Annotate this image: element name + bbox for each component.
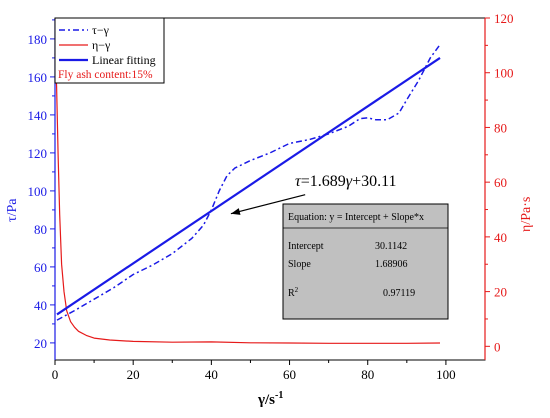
legend-label-linear-fit: Linear fitting (92, 53, 156, 67)
stats-r2-sup: 2 (295, 286, 299, 294)
right-axis-title-dot: · (519, 202, 534, 207)
series-tau-gamma-line (56, 44, 441, 321)
legend-label-eta-gamma: η−γ (92, 38, 111, 52)
x-tick-label: 80 (361, 367, 374, 382)
annotation-tau: τ (295, 173, 302, 190)
x-tick-label: 100 (436, 367, 456, 382)
left-tick-label: 40 (34, 298, 47, 313)
x-axis-title-sup: -1 (275, 390, 283, 401)
x-tick-label: 60 (283, 367, 296, 382)
x-axis-ticks: 0 20 40 60 80 100 (52, 360, 456, 382)
annotation-gamma: γ (346, 173, 353, 190)
left-tick-label: 120 (28, 146, 48, 161)
right-tick-label: 40 (494, 230, 507, 245)
stats-slope-label: Slope (288, 259, 311, 270)
right-axis-title-s: s (519, 197, 534, 202)
annotation-arrow (230, 194, 306, 215)
annotation-equation: τ=1.689γ+30.11 (295, 173, 397, 190)
left-tick-label: 160 (28, 70, 48, 85)
legend-label-tau-gamma: τ−γ (92, 23, 110, 37)
x-tick-label: 0 (52, 367, 59, 382)
right-axis-title: η/Pa·s (519, 197, 534, 232)
x-axis-title-main: γ/s (257, 392, 275, 408)
annotation-suffix: +30.11 (352, 173, 396, 190)
x-axis-title: γ/s-1 (257, 390, 283, 408)
series-linear-fit-line (56, 56, 441, 316)
annotation-eq: =1.689 (301, 173, 346, 190)
right-tick-label: 100 (494, 66, 514, 81)
left-tick-label: 100 (28, 184, 48, 199)
left-tick-label: 20 (34, 336, 47, 351)
series-layer (54, 44, 441, 344)
stats-r2-main: R (288, 288, 295, 299)
regression-stats-box: Equation: y = Intercept + Slope*x Interc… (282, 203, 449, 320)
left-tick-label: 140 (28, 108, 48, 123)
stats-slope-value: 1.68906 (375, 259, 408, 270)
right-tick-label: 20 (494, 285, 507, 300)
right-tick-label: 0 (494, 339, 501, 354)
right-tick-label: 80 (494, 120, 507, 135)
left-tick-label: 60 (34, 260, 47, 275)
stats-r2-value: 0.97119 (383, 288, 415, 299)
right-axis-ticks: 0 20 40 60 80 100 120 (485, 11, 514, 354)
left-axis-ticks: 20 40 60 80 100 120 140 160 180 (28, 19, 55, 351)
stats-intercept-label: Intercept (288, 241, 324, 252)
series-eta-gamma-line (54, 53, 441, 344)
annotation-arrowhead (230, 208, 241, 215)
legend-note-fly-ash: Fly ash content:15% (58, 69, 153, 81)
x-tick-label: 40 (205, 367, 218, 382)
left-tick-label: 180 (28, 32, 48, 47)
right-tick-label: 60 (494, 175, 507, 190)
fit-annotation: τ=1.689γ+30.11 (230, 173, 397, 215)
stats-r2-label: R2 (288, 286, 299, 299)
stats-intercept-value: 30.1142 (375, 241, 407, 252)
x-tick-label: 20 (127, 367, 140, 382)
right-axis-title-main: η/Pa (519, 206, 534, 232)
legend: τ−γ η−γ Linear fitting Fly ash content:1… (54, 17, 165, 84)
left-tick-label: 80 (34, 222, 47, 237)
legend-frame (54, 17, 165, 84)
right-tick-label: 120 (494, 11, 514, 26)
stats-equation: Equation: y = Intercept + Slope*x (288, 212, 424, 223)
stats-box-frame (282, 203, 449, 320)
left-axis-title: τ/Pa (5, 198, 20, 222)
